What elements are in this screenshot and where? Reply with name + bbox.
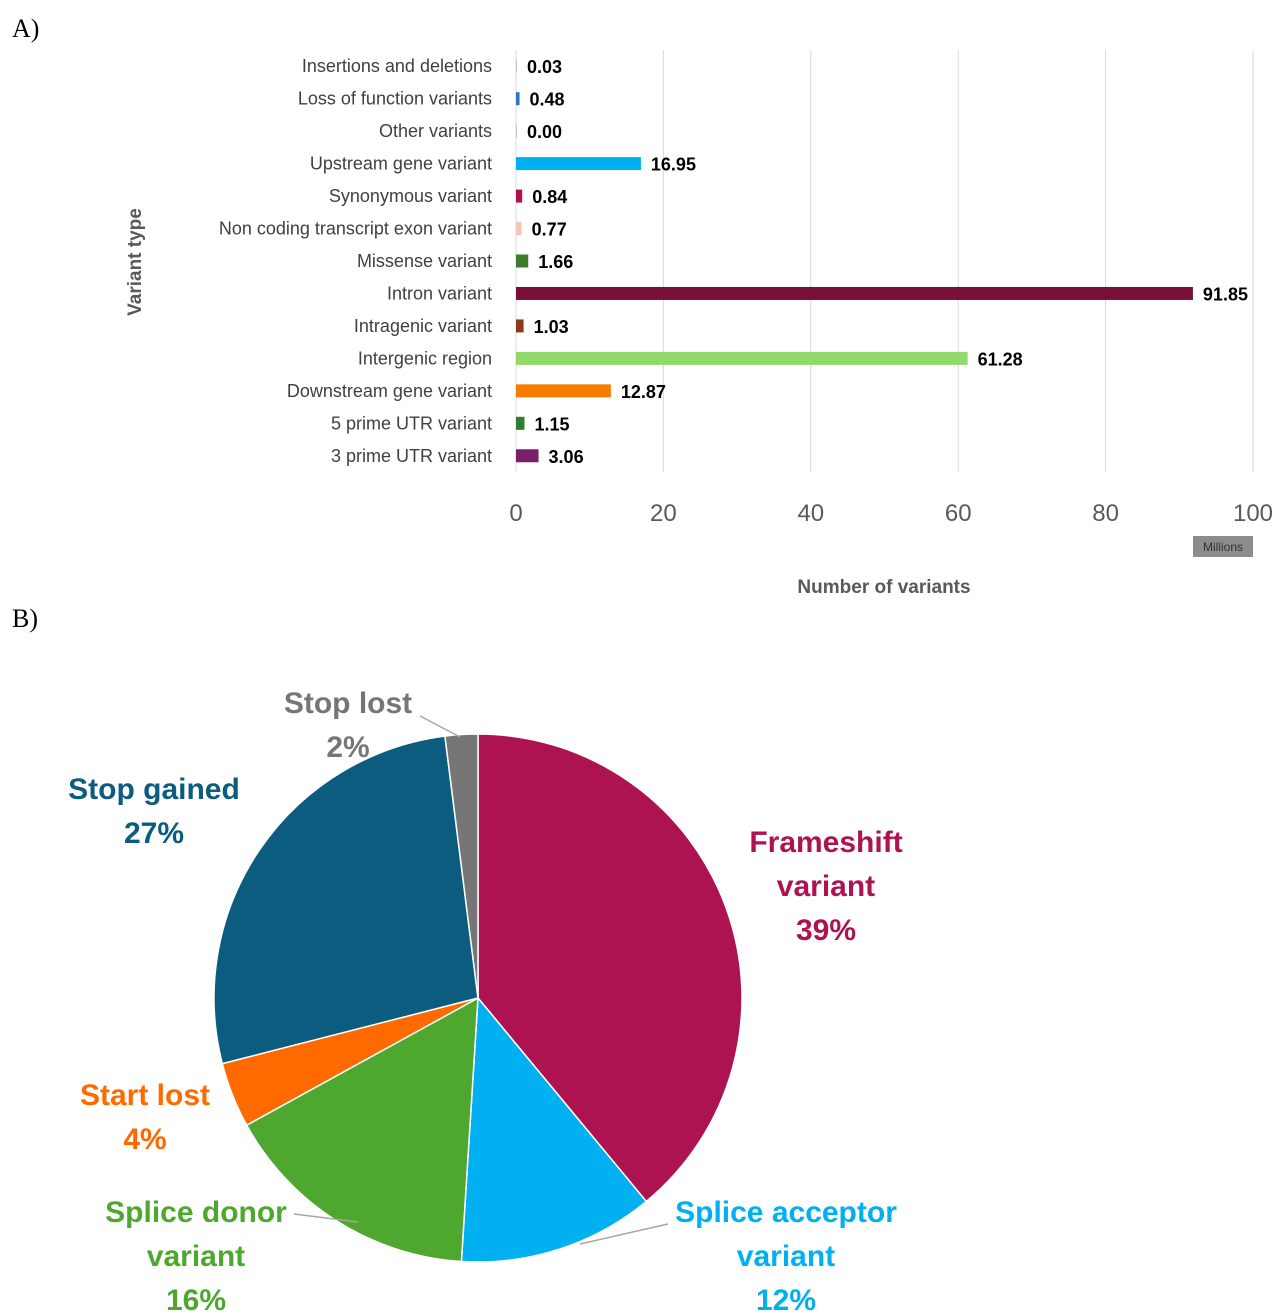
value-label: 0.00: [527, 122, 562, 142]
category-label: Other variants: [379, 121, 492, 141]
slice-label-line: 12%: [756, 1284, 816, 1315]
slice-label-line: Splice donor: [105, 1196, 287, 1229]
bar: [516, 286, 1193, 300]
leader-line: [419, 715, 461, 738]
value-label: 0.84: [532, 187, 567, 207]
x-tick-label: 100: [1233, 500, 1273, 527]
value-label: 61.28: [978, 349, 1023, 369]
pie-slice: [221, 997, 479, 1127]
value-label: 1.03: [534, 317, 569, 337]
category-label: Intergenic region: [358, 348, 492, 368]
slice-label: Start lost 4%: [80, 1079, 210, 1156]
slice-label-line: Frameshift: [749, 826, 902, 859]
bar: [516, 222, 522, 236]
value-label: 12.87: [621, 382, 666, 402]
bar: [516, 319, 524, 333]
x-axis-title: Number of variants: [797, 577, 970, 598]
category-label: Non coding transcript exon variant: [219, 219, 492, 239]
slice-label: Splice donor variant 16%: [105, 1196, 287, 1315]
slice-label-line: Splice acceptor: [675, 1196, 897, 1229]
category-label: Upstream gene variant: [310, 154, 492, 174]
slice-label-line: Stop gained: [68, 773, 240, 806]
slice-label-line: 16%: [166, 1284, 226, 1315]
bar: [516, 92, 520, 106]
slice-label-line: 2%: [326, 731, 369, 764]
bar: [516, 189, 523, 203]
x-tick-label: 80: [1092, 500, 1119, 527]
value-label: 0.03: [527, 57, 562, 77]
category-label: Intron variant: [387, 283, 492, 303]
category-label: Loss of function variants: [298, 89, 492, 109]
pie-slice: [460, 996, 648, 1263]
bar: [516, 416, 525, 430]
category-labels: Insertions and deletions Loss of function…: [219, 56, 492, 466]
panel-b-label: B): [12, 604, 38, 633]
category-label: Downstream gene variant: [287, 381, 492, 401]
bar: [516, 124, 517, 138]
x-tick-label: 40: [797, 500, 824, 527]
bar: [516, 254, 529, 268]
pie-slice: [213, 735, 479, 1065]
slice-label-line: variant: [147, 1240, 245, 1273]
x-tick-label: 60: [945, 500, 972, 527]
pie-slice: [245, 996, 479, 1263]
category-label: 3 prime UTR variant: [331, 446, 492, 466]
slice-label-line: variant: [777, 870, 875, 903]
value-labels: 0.03 0.48 0.00 16.95 0.84 0.77 1.66 91.85 1.03 61…: [527, 57, 1248, 467]
pie-slice: [477, 733, 743, 1203]
slice-label: Stop gained 27%: [68, 773, 240, 850]
pie-slice: [444, 733, 479, 999]
category-label: Synonymous variant: [329, 186, 492, 206]
leader-line: [293, 1213, 359, 1223]
bar: [516, 384, 611, 398]
pie-slices: [213, 733, 743, 1263]
y-axis-title: Variant type: [125, 208, 146, 316]
x-tick-label: 20: [650, 500, 677, 527]
value-label: 1.15: [534, 414, 569, 434]
bar: [516, 157, 641, 171]
value-label: 16.95: [651, 155, 696, 175]
slice-label-line: Stop lost: [284, 687, 412, 720]
bar: [516, 449, 539, 463]
slice-label: Splice acceptor variant 12%: [675, 1196, 897, 1315]
x-tick-label: 0: [509, 500, 522, 527]
category-label: Intragenic variant: [354, 316, 492, 336]
value-label: 1.66: [538, 252, 573, 272]
bar: [516, 351, 968, 365]
slice-label: Frameshift variant 39%: [749, 826, 902, 947]
value-label: 91.85: [1203, 284, 1248, 304]
leader-line: [579, 1223, 669, 1245]
bars: [516, 59, 1193, 463]
slice-label: Stop lost 2%: [284, 687, 412, 764]
category-label: Missense variant: [357, 251, 492, 271]
panel-a-label: A): [12, 14, 40, 43]
leader-lines: [293, 715, 669, 1245]
grid-lines: [515, 50, 1254, 472]
value-label: 3.06: [549, 447, 584, 467]
unit-badge: Millions: [1203, 540, 1243, 554]
slice-label-line: 4%: [123, 1123, 166, 1156]
slice-label-line: Start lost: [80, 1079, 210, 1112]
unit-badge-box: [1193, 536, 1253, 557]
value-label: 0.48: [530, 90, 565, 110]
slice-label-line: 39%: [796, 914, 856, 947]
slice-label-line: 27%: [124, 817, 184, 850]
bar-chart: Insertions and deletions Loss of function…: [125, 50, 1273, 598]
category-label: Insertions and deletions: [302, 56, 492, 76]
slice-label-line: variant: [737, 1240, 835, 1273]
x-tick-labels: 0 20 40 60 80 100: [509, 500, 1273, 527]
category-label: 5 prime UTR variant: [331, 413, 492, 433]
value-label: 0.77: [532, 220, 567, 240]
slice-labels: Frameshift variant 39% Splice acceptor varia…: [68, 687, 903, 1315]
bar: [516, 59, 517, 73]
